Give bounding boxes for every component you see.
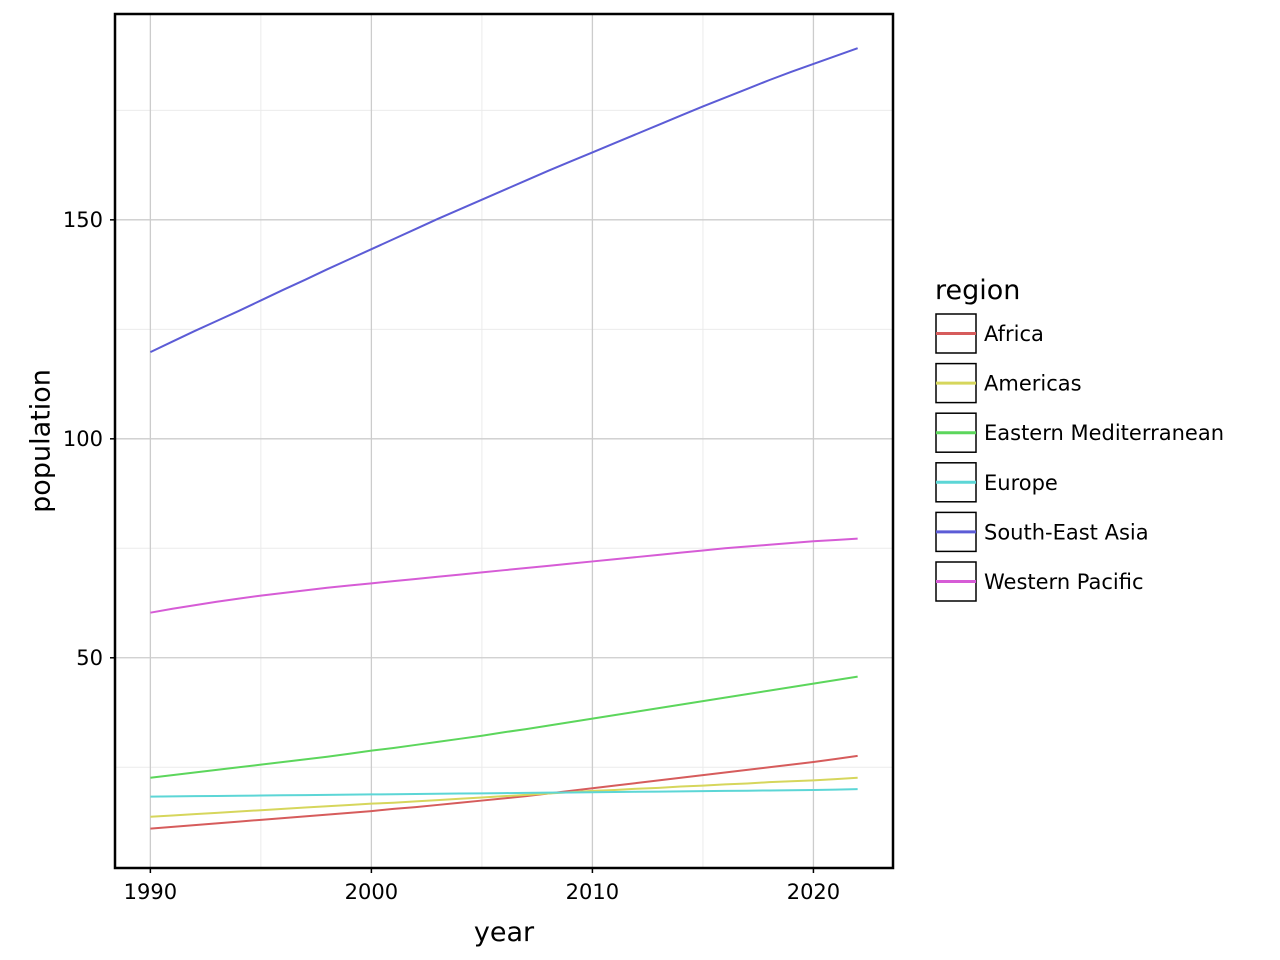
legend-item-western-pacific: Western Pacific <box>935 561 1144 602</box>
legend-items: Africa Americas Eastern Mediterranean Europ… <box>935 313 1224 602</box>
series-line-africa <box>150 754 858 830</box>
y-axis: 50 100 150 <box>63 208 115 670</box>
series-line-europe <box>150 788 858 798</box>
series-line-eastern-mediterranean <box>150 675 858 779</box>
plot-frame <box>113 12 895 870</box>
y-tick-label: 50 <box>76 646 103 670</box>
legend-label: Eastern Mediterranean <box>984 421 1224 445</box>
x-tick-label: 2000 <box>345 880 398 904</box>
series-lines <box>149 47 858 830</box>
x-axis-title: year <box>474 917 535 948</box>
legend-item-south-east-asia: South-East Asia <box>935 511 1149 553</box>
legend-item-africa: Africa <box>935 313 1044 354</box>
legend-item-europe: Europe <box>935 462 1058 503</box>
x-tick-label: 2010 <box>566 880 619 904</box>
legend-title: region <box>935 275 1020 306</box>
y-tick-label: 100 <box>63 427 103 451</box>
legend-label: Africa <box>984 322 1044 346</box>
series-line-western-pacific <box>150 537 858 614</box>
legend-item-americas: Americas <box>935 362 1082 404</box>
minor-grid <box>115 14 893 868</box>
y-axis-title: population <box>25 369 56 513</box>
x-axis: 1990 2000 2010 2020 <box>124 868 840 904</box>
major-grid <box>115 14 893 868</box>
x-tick-label: 1990 <box>124 880 177 904</box>
legend-label: Americas <box>984 372 1082 396</box>
legend-label: South-East Asia <box>984 520 1149 544</box>
legend-item-eastern-mediterranean: Eastern Mediterranean <box>935 412 1224 453</box>
legend: region Africa Americas Eastern Mediterrane… <box>935 275 1224 602</box>
series-line-south-east-asia <box>149 47 858 354</box>
legend-label: Western Pacific <box>984 570 1144 594</box>
y-tick-label: 150 <box>63 208 103 232</box>
series-line-americas <box>150 776 858 818</box>
x-tick-label: 2020 <box>787 880 840 904</box>
legend-label: Europe <box>984 471 1058 495</box>
